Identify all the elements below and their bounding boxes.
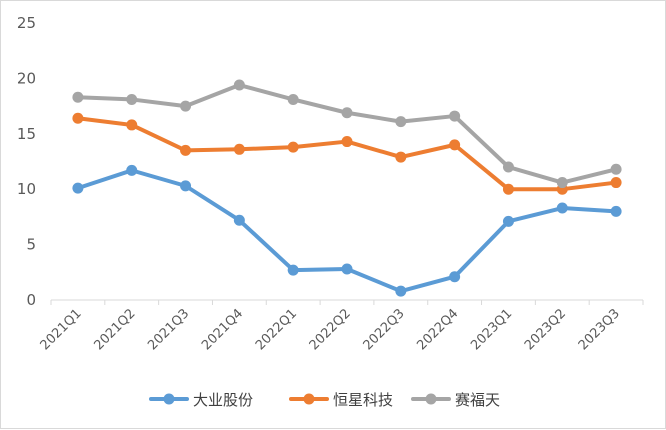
legend-swatch-marker [163, 393, 175, 405]
data-point [233, 79, 245, 91]
data-point [610, 163, 622, 175]
data-point [180, 144, 192, 156]
data-point [502, 183, 514, 195]
x-tick-label: 2023Q1 [468, 306, 515, 353]
data-point [395, 285, 407, 297]
data-point [610, 177, 622, 189]
y-axis: 0 5 10 15 20 25 [17, 14, 36, 309]
legend-swatch-marker [303, 393, 315, 405]
data-point [72, 91, 84, 103]
x-axis: 2021Q1 2021Q2 2021Q3 2021Q4 2022Q1 2022Q2 2022… [38, 299, 644, 353]
y-tick-label: 20 [17, 69, 36, 87]
series-line [75, 83, 619, 185]
data-point [449, 110, 461, 122]
data-point [72, 182, 84, 194]
data-point [556, 202, 568, 214]
legend: 大业股份 恒星科技 赛福天 [149, 391, 500, 409]
data-point [556, 177, 568, 189]
y-tick-label: 10 [17, 180, 36, 198]
data-point [180, 100, 192, 112]
data-point [395, 116, 407, 128]
x-tick-label: 2022Q1 [253, 306, 300, 353]
data-point [126, 164, 138, 176]
y-tick-label: 5 [26, 236, 36, 254]
legend-label: 恒星科技 [333, 391, 393, 409]
series-1 [72, 164, 622, 297]
legend-item: 恒星科技 [289, 391, 393, 409]
data-point [610, 205, 622, 217]
y-tick-label: 0 [26, 291, 36, 309]
data-point [449, 139, 461, 151]
data-point [72, 112, 84, 124]
x-tick-label: 2021Q2 [91, 306, 138, 353]
data-point [341, 136, 353, 148]
data-point [126, 119, 138, 131]
legend-label: 赛福天 [455, 391, 500, 409]
x-tick-label: 2022Q3 [361, 306, 408, 353]
data-point [233, 214, 245, 226]
data-point [502, 161, 514, 173]
data-point [287, 93, 299, 105]
series-3 [72, 79, 622, 189]
x-tick-label: 2023Q3 [576, 306, 623, 353]
x-tick-label: 2021Q4 [199, 306, 246, 353]
legend-label: 大业股份 [193, 391, 253, 409]
x-tick-label: 2021Q3 [145, 306, 192, 353]
x-tick-label: 2022Q4 [414, 306, 461, 353]
x-tick-label: 2023Q2 [522, 306, 569, 353]
data-point [287, 141, 299, 153]
x-tick-label: 2022Q2 [307, 306, 354, 353]
data-point [126, 93, 138, 105]
data-point [449, 271, 461, 283]
legend-swatch-marker [425, 393, 437, 405]
y-tick-label: 25 [17, 14, 36, 32]
data-point [341, 107, 353, 119]
plot-area [72, 79, 622, 297]
data-point [233, 143, 245, 155]
data-point [287, 264, 299, 276]
data-point [180, 180, 192, 192]
legend-item: 大业股份 [149, 391, 253, 409]
data-point [341, 263, 353, 275]
data-point [502, 215, 514, 227]
data-point [395, 151, 407, 163]
x-tick-label: 2021Q1 [38, 306, 85, 353]
legend-item: 赛福天 [411, 391, 500, 409]
y-tick-label: 15 [17, 125, 36, 143]
series-2 [72, 112, 622, 195]
